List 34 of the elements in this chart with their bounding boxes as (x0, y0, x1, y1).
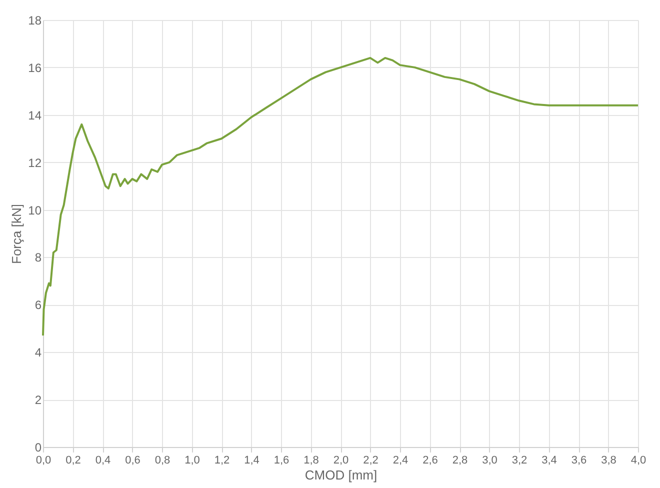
x-tick-label: 1,6 (274, 454, 290, 466)
y-tick-label: 4 (34, 346, 42, 360)
y-tick-label: 0 (34, 440, 42, 454)
x-tick-label: 1,2 (214, 454, 230, 466)
y-tick-label: 16 (28, 60, 42, 75)
x-tick-label: 3,8 (601, 454, 616, 466)
y-tick-label: 8 (34, 250, 42, 265)
x-tick-label: 4,0 (630, 454, 646, 466)
x-tick-label: 3,4 (542, 454, 557, 466)
y-tick-label: 12 (28, 156, 42, 170)
x-axis-title: CMOD [mm] (304, 468, 378, 482)
x-tick-label: 3,6 (571, 454, 587, 466)
x-tick-label: 0,6 (125, 454, 140, 466)
x-tick-label: 2,4 (392, 454, 408, 466)
y-axis-title: Força [kN] (9, 204, 24, 264)
x-tick-label: 2,0 (333, 454, 349, 466)
y-tick-label: 2 (34, 393, 42, 408)
x-tick-label: 3,2 (512, 454, 528, 466)
x-tick-label: 2,8 (452, 454, 468, 466)
y-tick-label: 18 (28, 14, 42, 28)
x-tick-label: 2,6 (422, 454, 438, 466)
x-tick-label: 2,2 (363, 454, 378, 466)
x-tick-label: 0,0 (36, 454, 52, 466)
y-tick-label: 14 (28, 108, 42, 122)
x-tick-label: 1,0 (184, 454, 200, 466)
x-tick-label: 0,2 (66, 454, 81, 466)
y-tick-label: 6 (34, 298, 42, 312)
line-series (42, 56, 639, 337)
y-tick-label: 10 (28, 203, 42, 218)
x-tick-label: 1,4 (244, 454, 260, 466)
x-tick-label: 1,8 (304, 454, 319, 466)
x-tick-label: 0,8 (154, 454, 170, 466)
x-tick-label: 0,4 (95, 454, 111, 466)
x-tick-label: 3,0 (482, 454, 498, 466)
